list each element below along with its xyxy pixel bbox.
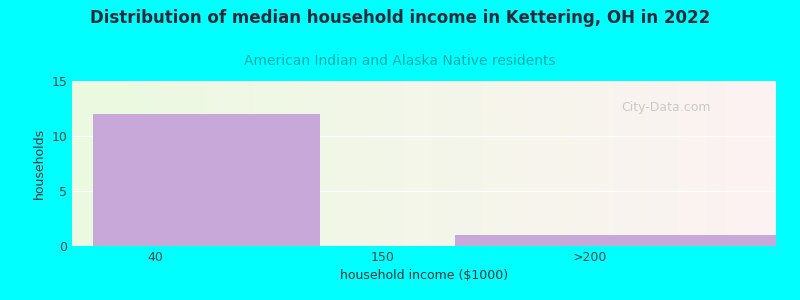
Text: American Indian and Alaska Native residents: American Indian and Alaska Native reside… xyxy=(244,54,556,68)
Bar xyxy=(455,235,776,246)
Bar xyxy=(93,114,321,246)
Text: Distribution of median household income in Kettering, OH in 2022: Distribution of median household income … xyxy=(90,9,710,27)
X-axis label: household income ($1000): household income ($1000) xyxy=(340,269,508,282)
Text: City-Data.com: City-Data.com xyxy=(621,101,710,114)
Y-axis label: households: households xyxy=(33,128,46,199)
